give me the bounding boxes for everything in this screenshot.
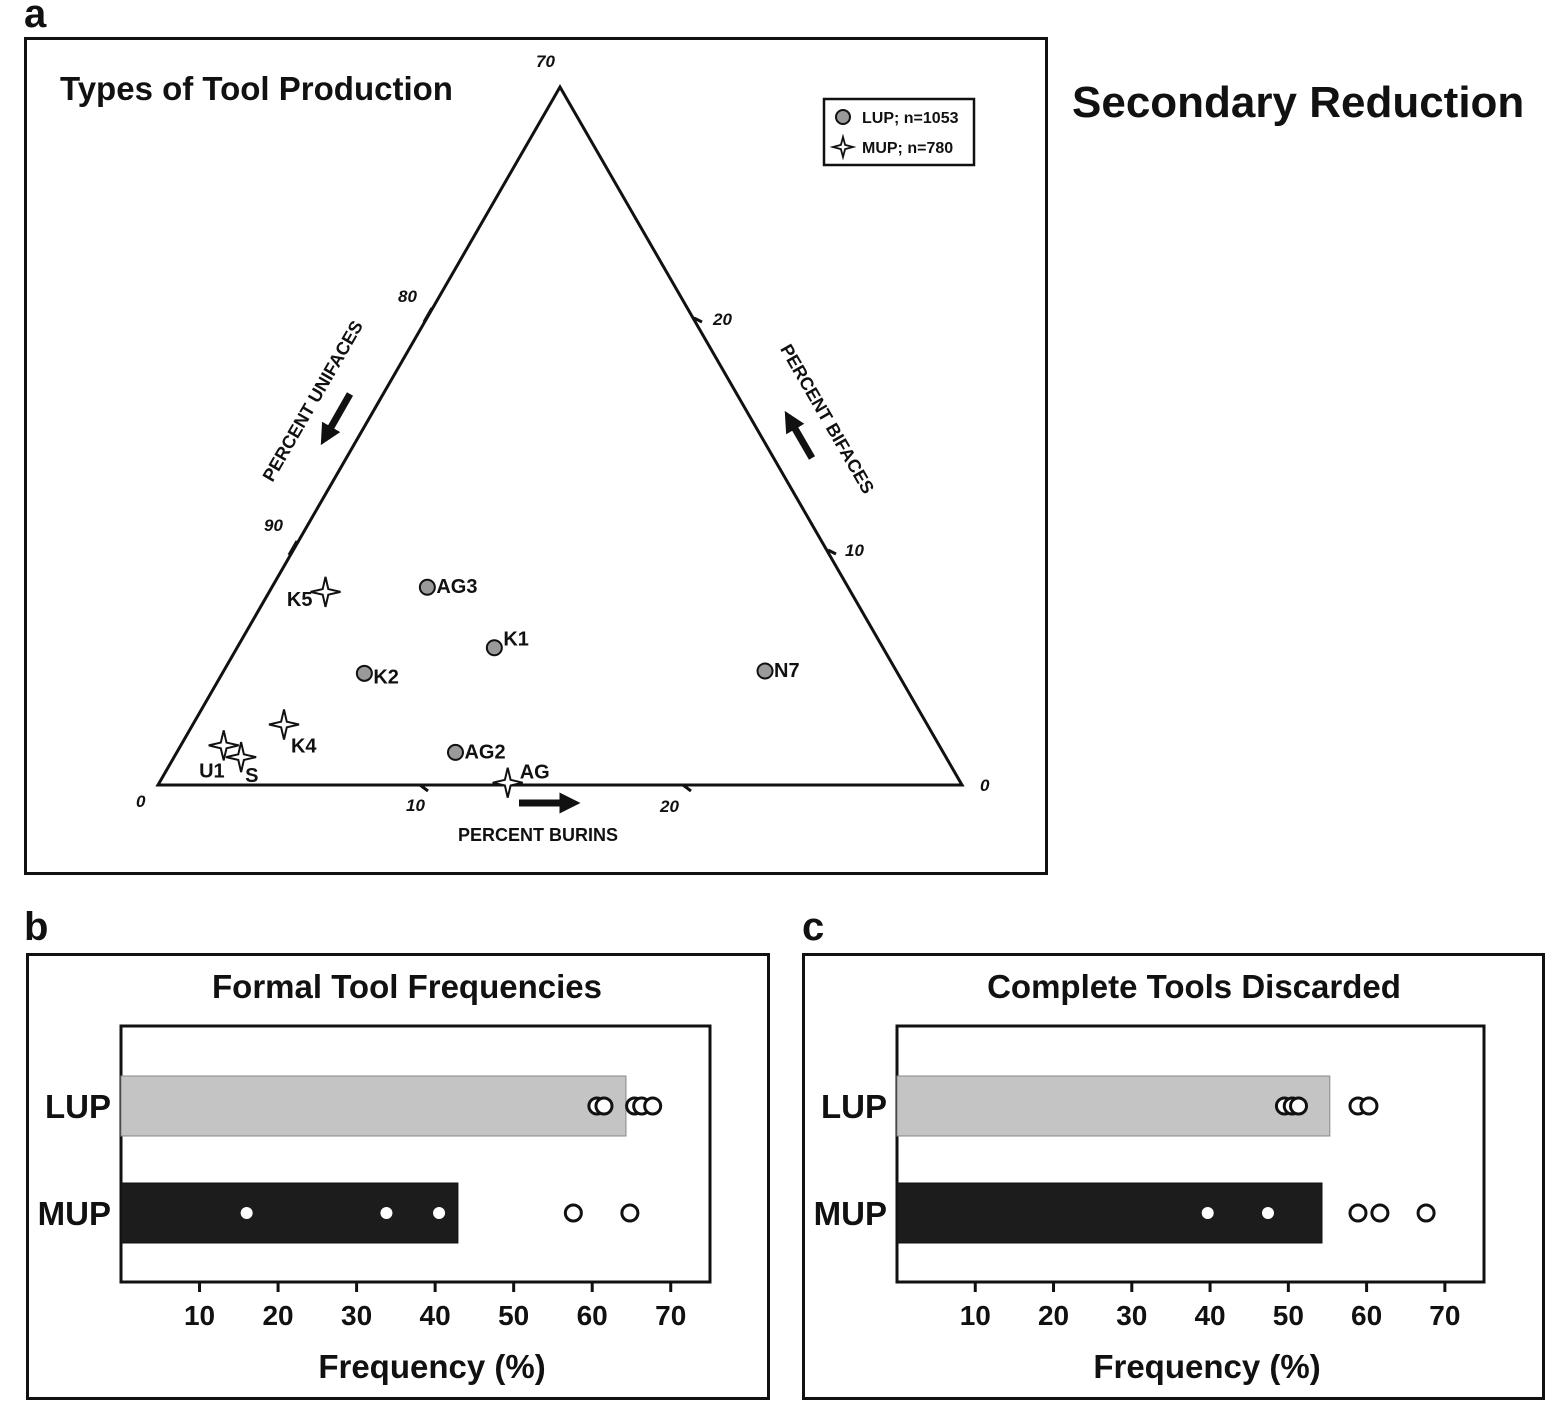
data-point-mup	[1348, 1203, 1368, 1223]
star-shape	[829, 133, 857, 161]
data-point-mup	[433, 1207, 446, 1219]
point-label-k1: K1	[503, 629, 529, 651]
chart-b-title: Formal Tool Frequencies	[212, 968, 602, 1005]
lup-point-ag2	[446, 743, 464, 761]
point-label-s: S	[245, 765, 258, 787]
point-label-ag: AG	[520, 762, 550, 784]
point-label-n7: N7	[774, 660, 800, 682]
x-tick-label: 20	[262, 1300, 293, 1331]
x-tick-label: 70	[1429, 1300, 1460, 1331]
mup-point-ag	[492, 767, 523, 798]
x-tick-label: 70	[655, 1300, 686, 1331]
point-label-k5: K5	[287, 589, 313, 611]
mup-point-s	[225, 741, 257, 773]
data-point-mup	[1416, 1203, 1436, 1223]
legend-box	[822, 97, 976, 167]
point-label-u1: U1	[199, 760, 225, 782]
x-tick-label: 10	[960, 1300, 991, 1331]
bar-lup	[120, 1075, 627, 1137]
category-label-lup: LUP	[821, 1088, 887, 1125]
formal-tool-frequencies-chart: Formal Tool Frequencies Frequency (%) LU…	[38, 968, 712, 1385]
x-tick-label: 10	[184, 1300, 215, 1331]
point-label-k4: K4	[291, 736, 317, 758]
panel-a-frame	[24, 37, 1048, 875]
data-point-lup	[1289, 1096, 1309, 1116]
secondary-reduction-title: Secondary Reduction	[1072, 78, 1525, 127]
unifaces-tick-label: 80	[398, 287, 417, 306]
legend-circle-marker	[835, 109, 851, 125]
bar-lup	[896, 1075, 1331, 1137]
complete-tools-discarded-chart: Complete Tools Discarded Frequency (%) L…	[814, 968, 1486, 1385]
x-tick-label: 50	[1273, 1300, 1304, 1331]
burins-tick-label: 20	[659, 797, 679, 816]
x-tick-label: 30	[1116, 1300, 1147, 1331]
panel-a-letter: a	[24, 0, 47, 36]
tick-mark	[422, 307, 434, 323]
category-label-lup: LUP	[45, 1088, 111, 1125]
mup-point-u1	[208, 730, 239, 761]
tick-mark	[682, 783, 692, 793]
panel-c-letter: c	[802, 905, 825, 949]
data-point-mup	[380, 1207, 393, 1219]
bifaces-tick-label: 0	[980, 776, 990, 795]
unifaces-tick-label: 70	[536, 52, 555, 71]
x-tick-label: 40	[420, 1300, 451, 1331]
point-label-ag3: AG3	[436, 576, 477, 598]
chart-c-title: Complete Tools Discarded	[987, 968, 1401, 1005]
panel-b-letter: b	[24, 905, 49, 949]
point-label-k2: K2	[373, 666, 399, 688]
tick-mark	[419, 783, 429, 793]
data-point-lup	[594, 1096, 614, 1116]
lup-point-k2	[355, 664, 373, 682]
point-label-ag2: AG2	[464, 741, 505, 763]
data-point-mup	[1370, 1203, 1390, 1223]
chart-c-xlabel: Frequency (%)	[1093, 1348, 1320, 1385]
data-point-mup	[240, 1207, 253, 1219]
x-tick-label: 50	[498, 1300, 529, 1331]
legend-star-marker	[829, 133, 857, 161]
data-point-mup	[563, 1203, 583, 1223]
data-point-lup	[1359, 1096, 1379, 1116]
legend-label-lup: LUP; n=1053	[862, 110, 959, 127]
bifaces-tick-label: 10	[845, 541, 864, 560]
plot-area	[895, 1024, 1486, 1284]
lup-point-ag3	[418, 578, 436, 596]
x-tick-label: 40	[1194, 1300, 1225, 1331]
unifaces-tick-label: 90	[264, 516, 283, 535]
x-tick-label: 60	[577, 1300, 608, 1331]
burins-axis-label: PERCENT BURINS	[458, 825, 618, 845]
burins-tick-label: 10	[406, 796, 425, 815]
bifaces-tick-label: 20	[712, 310, 732, 329]
x-tick-label: 60	[1351, 1300, 1382, 1331]
bar-mup	[896, 1182, 1323, 1244]
tick-mark	[287, 540, 299, 556]
bar-mup	[120, 1182, 459, 1244]
x-tick-label: 30	[341, 1300, 372, 1331]
data-point-mup	[1201, 1207, 1214, 1219]
ternary-triangle	[155, 83, 965, 787]
mup-point-k4	[268, 709, 300, 740]
x-tick-label: 20	[1038, 1300, 1069, 1331]
burins-tick-label: 0	[136, 792, 146, 811]
ternary-title: Types of Tool Production	[60, 70, 453, 107]
mup-point-k5	[310, 576, 341, 608]
tick-mark	[693, 316, 703, 324]
legend-label-mup: MUP; n=780	[862, 140, 953, 157]
lup-point-n7	[756, 662, 774, 680]
category-label-mup: MUP	[814, 1195, 887, 1232]
data-point-lup	[643, 1096, 663, 1116]
data-point-mup	[1261, 1207, 1274, 1219]
bifaces-arrow	[784, 410, 816, 460]
ternary-points: AG3 K1 K2 N7 AG2 K5 K4 U1 S AG	[199, 576, 800, 798]
data-point-mup	[620, 1203, 640, 1223]
category-label-mup: MUP	[38, 1195, 111, 1232]
unifaces-arrow	[320, 392, 354, 446]
lup-point-k1	[485, 639, 503, 657]
chart-b-xlabel: Frequency (%)	[318, 1348, 545, 1385]
tick-mark	[827, 548, 837, 556]
plot-area	[119, 1024, 712, 1284]
